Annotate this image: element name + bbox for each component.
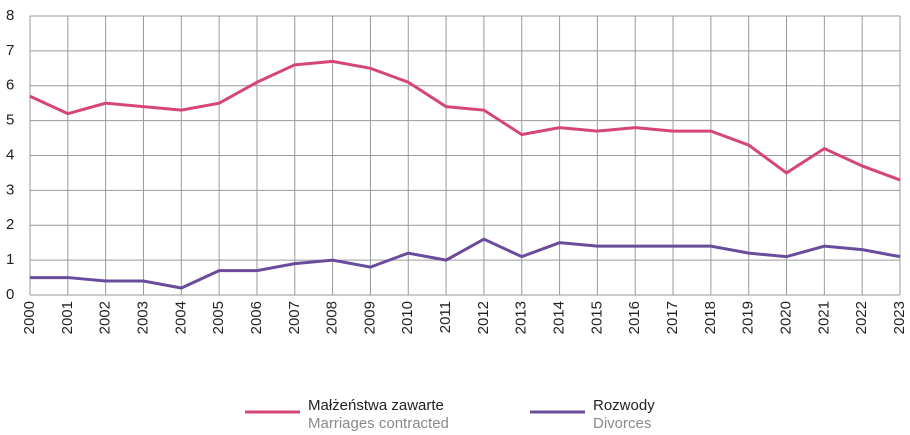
x-tick-label: 2016: [626, 301, 643, 334]
x-tick-label: 2021: [815, 301, 832, 334]
legend-label: Małżeństwa zawarte: [308, 397, 444, 414]
y-tick-label: 4: [6, 146, 14, 163]
legend-label-en: Divorces: [593, 415, 651, 432]
legend-label: Rozwody: [593, 397, 655, 414]
x-tick-label: 2004: [172, 301, 189, 334]
x-tick-label: 2009: [361, 301, 378, 334]
y-tick-label: 6: [6, 77, 14, 94]
y-tick-label: 2: [6, 216, 14, 233]
x-tick-label: 2019: [740, 301, 757, 334]
x-tick-label: 2013: [513, 301, 530, 334]
x-tick-label: 2015: [588, 301, 605, 334]
x-tick-label: 2011: [437, 301, 454, 333]
x-tick-label: 2006: [248, 301, 265, 334]
x-tick-label: 2002: [97, 301, 114, 334]
y-tick-label: 3: [6, 181, 14, 198]
x-tick-label: 2000: [21, 301, 38, 334]
x-tick-label: 2012: [475, 301, 492, 334]
y-tick-label: 0: [6, 286, 14, 303]
x-tick-label: 2022: [853, 301, 870, 334]
series-line: [30, 237, 901, 290]
x-tick-label: 2023: [891, 301, 908, 334]
series-line: [29, 59, 901, 182]
x-tick-label: 2020: [777, 301, 794, 334]
x-tick-label: 2017: [664, 301, 681, 334]
x-tick-label: 2003: [134, 301, 151, 334]
x-tick-label: 2018: [702, 301, 719, 334]
legend-label-en: Marriages contracted: [308, 415, 449, 432]
x-tick-label: 2010: [399, 301, 416, 334]
y-tick-label: 7: [6, 42, 14, 59]
y-tick-label: 1: [6, 251, 14, 268]
x-tick-label: 2001: [59, 301, 76, 334]
x-tick-label: 2005: [210, 301, 227, 334]
y-tick-label: 5: [6, 112, 14, 129]
x-tick-label: 2008: [324, 301, 341, 334]
x-tick-label: 2007: [286, 301, 303, 334]
x-tick-label: 2014: [551, 301, 568, 334]
y-tick-label: 8: [6, 7, 14, 24]
